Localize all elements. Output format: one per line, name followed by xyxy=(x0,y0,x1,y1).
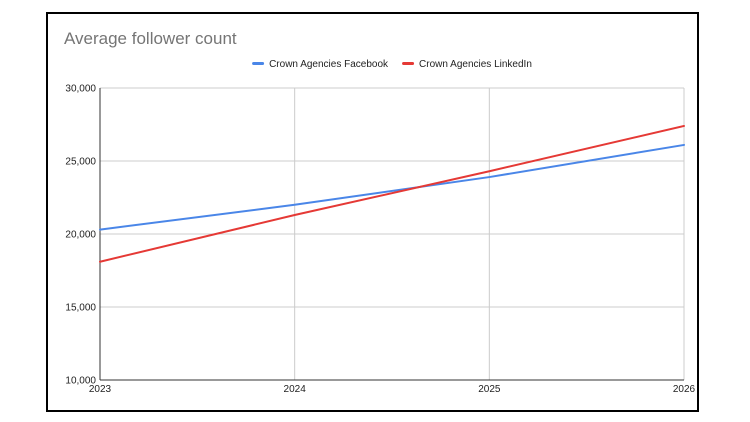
legend-item: Crown Agencies LinkedIn xyxy=(402,59,532,70)
series-lines xyxy=(99,124,685,263)
y-tick-label: 15,000 xyxy=(65,303,96,314)
legend-swatch xyxy=(252,62,265,65)
x-tick-label: 2023 xyxy=(89,384,112,395)
series-line xyxy=(99,143,685,231)
line-chart: Average follower count Crown Agencies Fa… xyxy=(64,29,696,396)
x-tick-label: 2025 xyxy=(478,384,501,395)
legend-label: Crown Agencies LinkedIn xyxy=(419,59,532,70)
series-line xyxy=(99,124,685,263)
x-tick-label: 2026 xyxy=(673,384,696,395)
gridlines xyxy=(100,87,685,381)
y-tick-label: 10,000 xyxy=(65,376,96,387)
axes xyxy=(99,88,684,381)
y-tick-label: 30,000 xyxy=(65,84,96,95)
chart-title: Average follower count xyxy=(64,29,237,48)
legend: Crown Agencies Facebook Crown Agencies Li… xyxy=(252,59,532,70)
legend-item: Crown Agencies Facebook xyxy=(252,59,389,70)
legend-swatch xyxy=(402,62,415,65)
tick-labels: 10,000 15,000 20,000 25,000 30,000 2023 2024 20… xyxy=(65,84,695,396)
chart-frame: Average follower count Crown Agencies Fa… xyxy=(46,12,699,412)
legend-label: Crown Agencies Facebook xyxy=(269,59,389,70)
y-tick-label: 20,000 xyxy=(65,230,96,241)
x-tick-label: 2024 xyxy=(284,384,307,395)
y-tick-label: 25,000 xyxy=(65,157,96,168)
